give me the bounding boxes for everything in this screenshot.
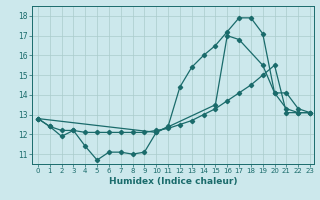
X-axis label: Humidex (Indice chaleur): Humidex (Indice chaleur)	[108, 177, 237, 186]
